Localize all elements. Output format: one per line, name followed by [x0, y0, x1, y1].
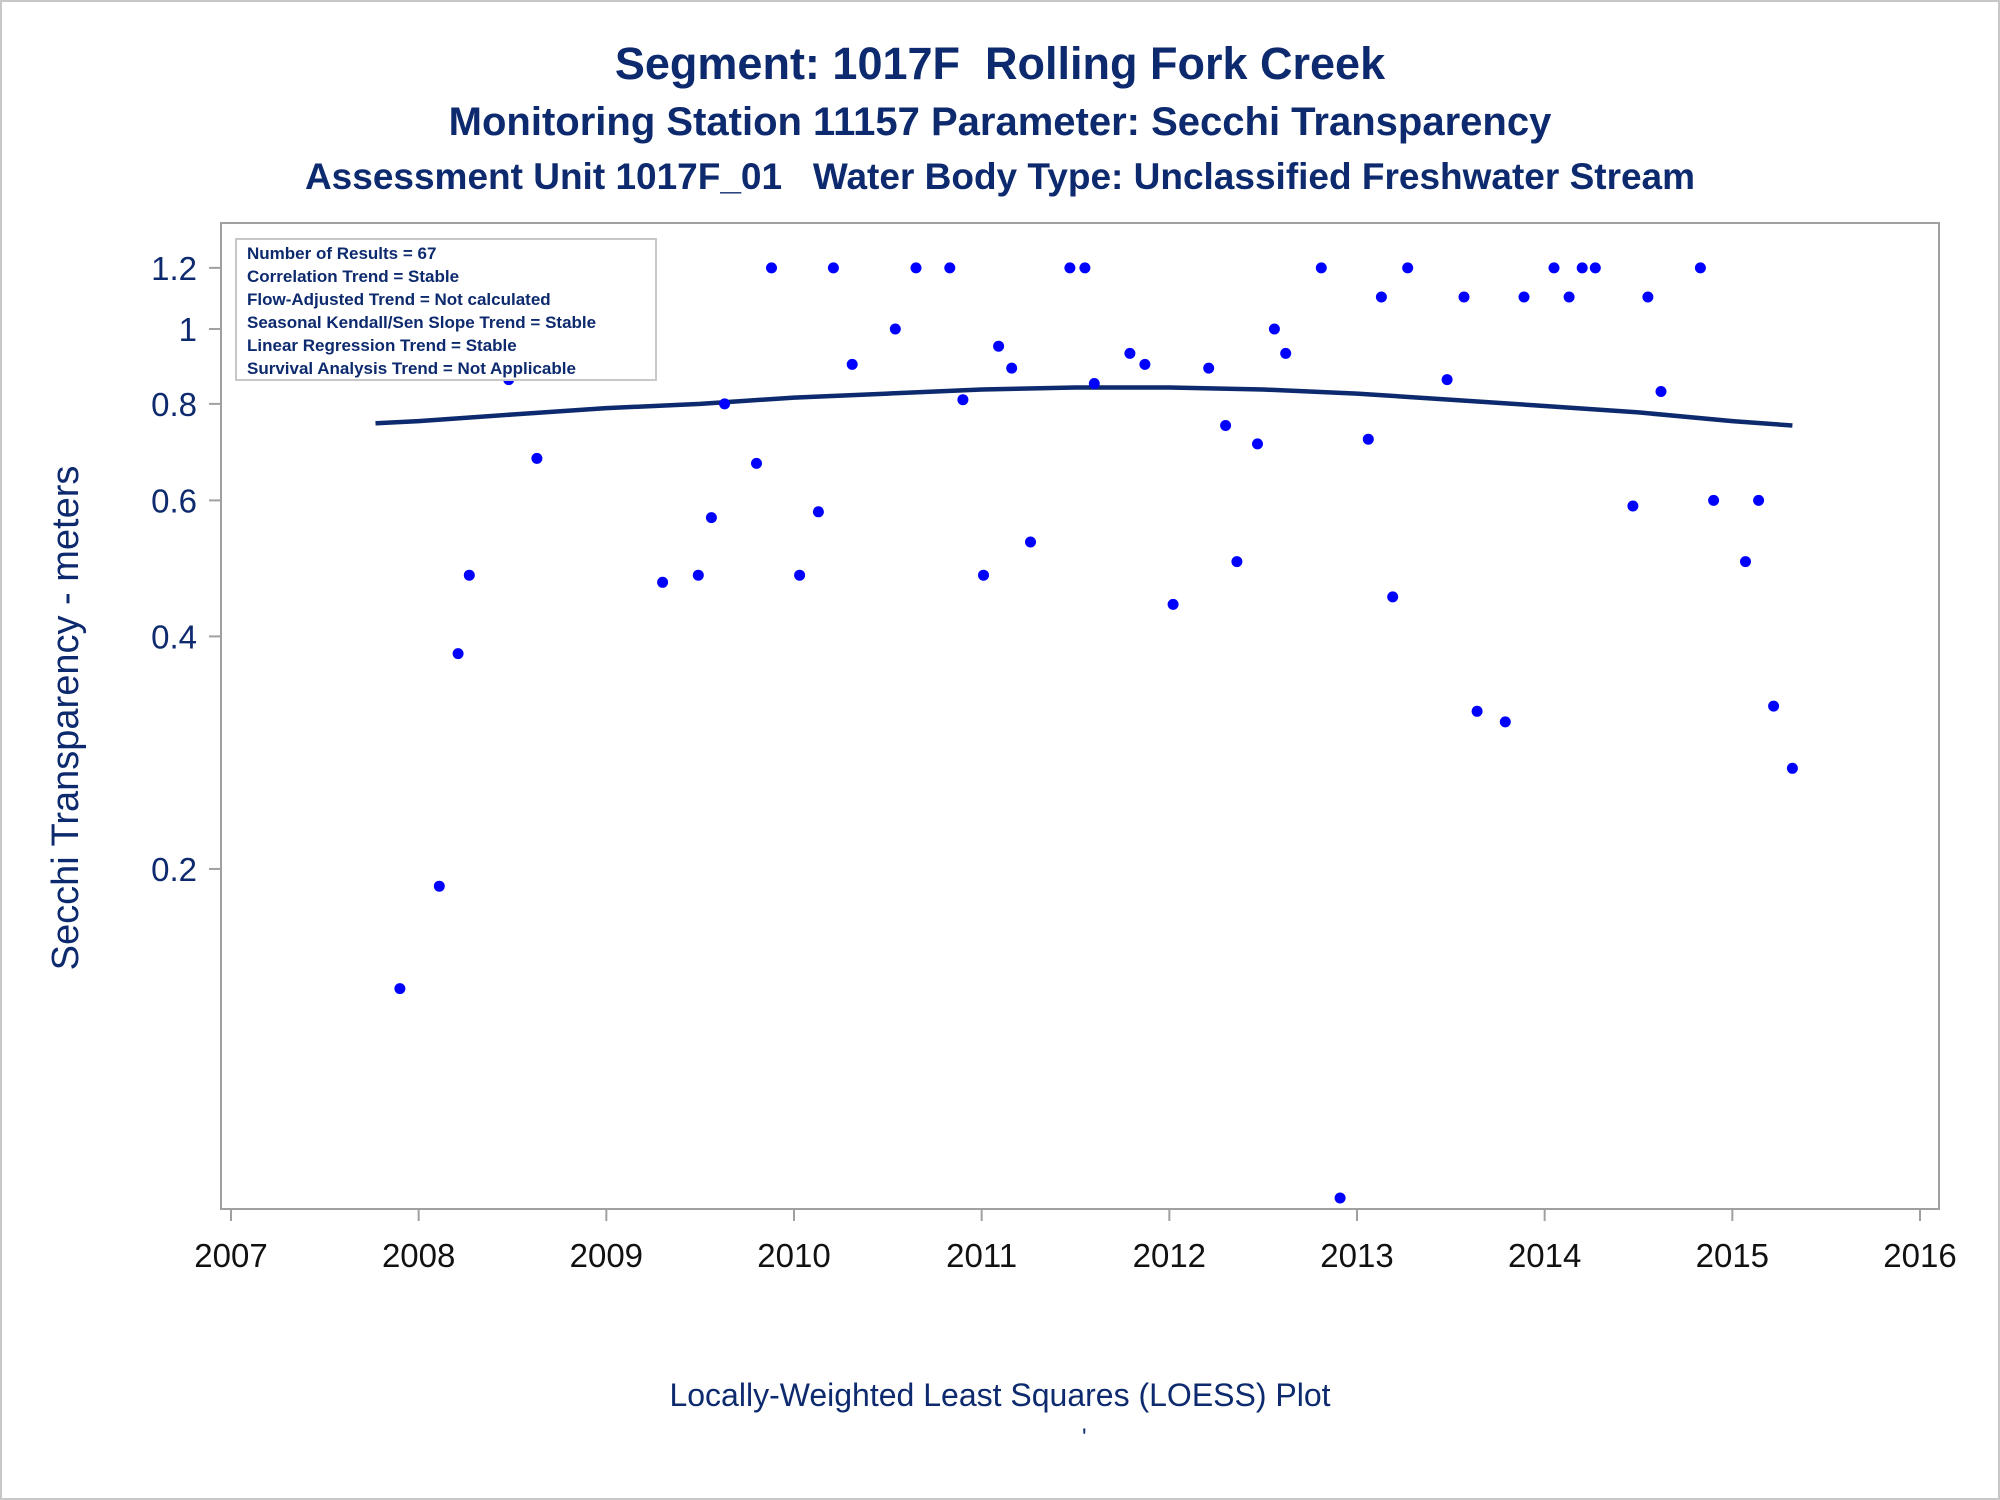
- data-point: [1334, 1192, 1346, 1204]
- data-point: [1006, 362, 1018, 374]
- data-point: [910, 262, 922, 274]
- data-point: [1642, 291, 1654, 303]
- x-tick-label: 2013: [1320, 1237, 1393, 1274]
- data-point: [1268, 323, 1280, 335]
- data-point: [1627, 500, 1639, 512]
- data-point: [1589, 262, 1601, 274]
- data-point: [1694, 262, 1706, 274]
- data-point: [1025, 536, 1036, 548]
- data-point: [993, 340, 1005, 352]
- x-tick-label: 2008: [382, 1237, 455, 1274]
- data-point: [1387, 591, 1399, 603]
- x-tick-label: 2009: [570, 1237, 643, 1274]
- data-point: [1740, 556, 1751, 568]
- y-axis-label: Secchi Transparency - meters: [45, 466, 87, 971]
- x-axis: 2007 2008 2009 2010 2011 2012 2013 2014 2015 2016: [194, 1209, 1957, 1274]
- x-tick-label: 2011: [946, 1237, 1017, 1274]
- stats-inset-box: [235, 238, 657, 381]
- data-point: [1167, 598, 1179, 610]
- data-point: [394, 983, 406, 995]
- x-tick-label: 2016: [1883, 1237, 1956, 1274]
- stats-line: Correlation Trend = Stable: [247, 267, 459, 286]
- data-point: [1079, 262, 1091, 274]
- x-tick-label: 2014: [1508, 1237, 1581, 1274]
- chart-title: Segment: 1017F Rolling Fork Creek: [614, 38, 1386, 89]
- stats-line: Seasonal Kendall/Sen Slope Trend = Stabl…: [247, 313, 596, 332]
- chart-subtitle: Monitoring Station 11157 Parameter: Secc…: [448, 100, 1552, 144]
- footnote: Locally-Weighted Least Squares (LOESS) P…: [669, 1377, 1331, 1413]
- data-point: [1753, 494, 1765, 506]
- x-tick-label: 2007: [194, 1237, 267, 1274]
- loess-layer: [375, 385, 1793, 428]
- data-point: [957, 394, 969, 406]
- points-layer: [370, 262, 1798, 1204]
- data-point: [1280, 347, 1292, 359]
- y-tick-label: 1.2: [151, 250, 197, 287]
- data-point: [827, 262, 839, 274]
- data-point: [812, 506, 824, 518]
- data-point: [1231, 556, 1243, 568]
- data-point: [1548, 262, 1560, 274]
- data-point: [1471, 705, 1483, 717]
- data-point: [1402, 262, 1414, 274]
- data-point: [531, 452, 543, 464]
- data-point: [452, 648, 464, 660]
- stats-line: Linear Regression Trend = Stable: [247, 336, 517, 355]
- data-point: [1518, 291, 1530, 303]
- loess-curve: [375, 385, 1793, 428]
- data-point: [1139, 358, 1151, 370]
- data-point: [1563, 291, 1575, 303]
- stats-inset: Number of Results = 67 Correlation Trend…: [235, 238, 657, 381]
- data-point: [1203, 362, 1215, 374]
- chart-subtitle-2: Assessment Unit 1017F_01 Water Body Type…: [304, 156, 1696, 197]
- data-point: [1088, 378, 1100, 389]
- stats-line: Flow-Adjusted Trend = Not calculated: [247, 290, 551, 309]
- x-tick-label: 2010: [757, 1237, 830, 1274]
- y-tick-label: 1: [179, 311, 197, 348]
- data-point: [1362, 433, 1374, 445]
- data-point: [1252, 438, 1263, 450]
- data-point: [978, 569, 989, 581]
- y-axis: 0.2 0.4 0.6 0.8 1 1.2: [151, 250, 221, 888]
- data-point: [1441, 374, 1453, 386]
- data-point: [433, 880, 445, 892]
- y-tick-label: 0.4: [151, 618, 197, 655]
- data-point: [719, 398, 731, 410]
- y-tick-label: 0.6: [151, 482, 197, 519]
- data-point: [1576, 262, 1588, 274]
- data-point: [1124, 347, 1136, 359]
- plot-area: [220, 222, 1940, 1210]
- footnote-mark: ': [1082, 1424, 1087, 1451]
- stats-line: Survival Analysis Trend = Not Applicable: [247, 359, 576, 378]
- y-tick-label: 0.2: [151, 851, 197, 888]
- data-point: [657, 576, 669, 588]
- data-point: [846, 358, 858, 370]
- data-point: [944, 262, 956, 274]
- data-point: [1458, 291, 1470, 303]
- data-point: [766, 262, 777, 274]
- x-tick-label: 2015: [1696, 1237, 1769, 1274]
- stats-line: Number of Results = 67: [247, 244, 436, 263]
- data-point: [1708, 494, 1720, 506]
- data-point: [1655, 386, 1667, 397]
- x-tick-label: 2012: [1133, 1237, 1206, 1274]
- data-point: [1220, 420, 1232, 431]
- data-point: [1768, 700, 1780, 712]
- data-point: [1375, 291, 1387, 303]
- data-point: [1786, 762, 1798, 774]
- data-point: [1064, 262, 1076, 274]
- data-point: [1499, 716, 1511, 728]
- data-point: [1315, 262, 1327, 274]
- data-point: [889, 323, 901, 335]
- data-point: [463, 569, 475, 581]
- y-tick-label: 0.8: [151, 386, 197, 423]
- data-point: [705, 512, 717, 524]
- data-point: [751, 457, 762, 469]
- data-point: [692, 569, 704, 581]
- data-point: [794, 569, 806, 581]
